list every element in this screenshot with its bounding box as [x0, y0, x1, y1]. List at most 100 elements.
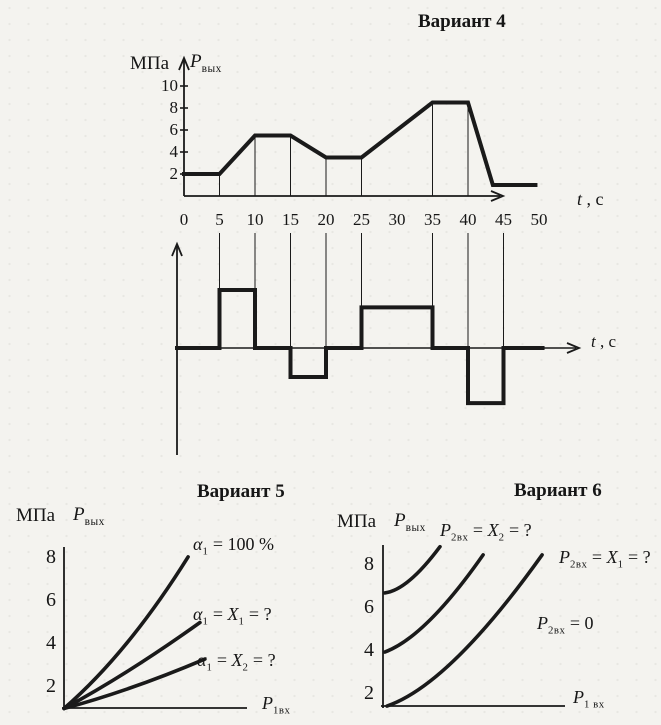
symbol: =	[212, 650, 232, 670]
subscript: 1	[202, 615, 209, 628]
v4-x-tick-label: 15	[282, 210, 299, 229]
v4-y-tick-label: 6	[169, 120, 179, 139]
variant6-curve-label-zero: P2вх = 0	[537, 613, 594, 637]
variant5-title: Вариант 5	[197, 481, 285, 502]
variant5-unit-label: МПа	[16, 505, 56, 526]
subscript: 1	[206, 661, 213, 674]
subscript: вых	[405, 521, 426, 534]
subscript: 1	[238, 615, 245, 628]
symbol: α	[193, 604, 203, 624]
variant4-title: Вариант 4	[418, 11, 506, 32]
symbol: X	[227, 604, 239, 624]
v4in-x-axis-arrow	[566, 342, 582, 354]
v5-y-tick-label: 8	[46, 546, 56, 568]
variant4-y-axis-label: Pвых	[190, 51, 222, 75]
variant5-y-axis-label: Pвых	[73, 504, 105, 528]
symbol: = ?	[248, 650, 276, 670]
subscript: 2	[242, 661, 249, 674]
symbol: = ?	[623, 547, 651, 567]
variant6-y-axis-label: Pвых	[394, 510, 426, 534]
subscript: 2	[498, 531, 505, 544]
v6-curve-2	[385, 553, 544, 708]
v6-y-tick-label: 8	[364, 553, 374, 575]
variant6-curve-label-x2: P2вх = X2 = ?	[440, 520, 532, 544]
v5-y-tick-label: 2	[46, 675, 56, 697]
variant5-curve-label-x2: α1 = X2 = ?	[197, 650, 276, 674]
symbol: P	[573, 687, 584, 707]
v4-x-tick-label: 25	[353, 210, 370, 229]
v4-y-tick-label: 10	[161, 76, 178, 95]
variant4-input-x-axis-label: t , с	[591, 332, 617, 352]
v4-x-tick-label: 20	[317, 210, 335, 229]
variant6-unit-label: МПа	[337, 511, 377, 532]
symbol: X	[231, 650, 243, 670]
subscript: 2вх	[548, 624, 566, 637]
v4-y-tick-label: 8	[169, 98, 179, 117]
variant6-title: Вариант 6	[514, 480, 602, 501]
symbol: = 100 %	[208, 534, 275, 554]
v4-input-step-curve	[175, 288, 545, 406]
subscript: 1вх	[273, 704, 291, 717]
v4-x-axis-arrow	[490, 190, 506, 202]
v4in-y-axis-arrow	[171, 241, 183, 257]
variant5-curve-label-x1: α1 = X1 = ?	[193, 604, 272, 628]
v5-curve-2	[62, 657, 207, 711]
v4-x-tick-label: 0	[179, 210, 189, 229]
symbol: P	[190, 51, 202, 72]
symbol: X	[606, 547, 618, 567]
subscript: 1	[617, 558, 624, 571]
subscript: вых	[201, 62, 222, 75]
v4-x-tick-label: 10	[246, 210, 264, 229]
v6-y-tick-label: 6	[364, 596, 374, 618]
v6-curve-1	[383, 553, 485, 654]
subscript: 2вх	[451, 531, 469, 544]
v4-x-tick-label: 5	[215, 210, 224, 229]
v5-y-tick-label: 6	[46, 589, 56, 611]
variant6-x-axis-label: P1 вх	[573, 687, 605, 711]
subscript: 2вх	[570, 558, 588, 571]
v4-x-tick-label: 45	[495, 210, 512, 229]
variant4-output-x-axis-label: t , с	[577, 189, 604, 210]
symbol: t	[577, 189, 583, 209]
subscript: 1 вх	[584, 698, 605, 711]
symbol: t	[591, 332, 596, 351]
v4-y-tick-label: 4	[169, 142, 179, 161]
symbol: , с	[582, 189, 604, 209]
symbol: , с	[595, 332, 617, 351]
v5-curve-1	[62, 620, 202, 711]
v4-x-tick-label: 30	[388, 210, 406, 229]
symbol: P	[262, 693, 273, 713]
symbol: α	[193, 534, 203, 554]
subscript: вых	[84, 515, 105, 528]
v4-y-tick-label: 2	[169, 164, 179, 183]
symbol: = ?	[244, 604, 272, 624]
symbol: X	[487, 520, 499, 540]
symbol: P	[537, 613, 548, 633]
symbol: =	[468, 520, 488, 540]
variant5-curve-label-100: α1 = 100 %	[193, 534, 275, 558]
v4-x-tick-label: 35	[424, 210, 441, 229]
v6-y-tick-label: 4	[364, 639, 374, 661]
variant5-x-axis-label: P1вх	[262, 693, 291, 717]
symbol: =	[587, 547, 607, 567]
v4-x-tick-label: 40	[459, 210, 477, 229]
v6-y-tick-label: 2	[364, 682, 374, 704]
symbol: P	[73, 504, 85, 525]
variant6-curve-label-x1: P2вх = X1 = ?	[559, 547, 651, 571]
v6-curve-0	[383, 544, 442, 595]
v5-curve-0	[62, 555, 190, 711]
v5-y-tick-label: 4	[46, 632, 56, 654]
symbol: =	[208, 604, 228, 624]
symbol: P	[440, 520, 451, 540]
symbol: α	[197, 650, 207, 670]
v4-output-curve	[182, 100, 538, 187]
variant4-unit-label: МПа	[130, 53, 170, 74]
symbol: P	[559, 547, 570, 567]
subscript: 1	[202, 545, 209, 558]
v4-x-tick-label: 50	[530, 210, 548, 229]
v4-y-axis-arrow	[178, 55, 190, 71]
symbol: P	[394, 510, 406, 531]
symbol: = ?	[504, 520, 532, 540]
